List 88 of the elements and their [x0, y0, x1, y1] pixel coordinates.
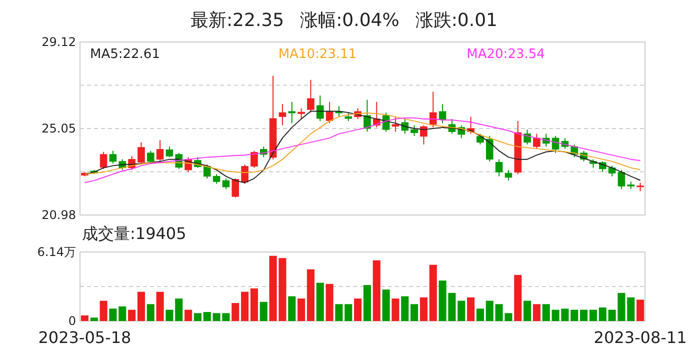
bar — [232, 303, 240, 321]
bar — [156, 292, 164, 321]
candlestick — [495, 158, 503, 177]
bar — [542, 304, 550, 321]
candlestick — [438, 104, 446, 124]
candlestick — [326, 101, 334, 124]
bar — [80, 315, 88, 321]
bar — [298, 298, 306, 321]
bar — [372, 260, 380, 321]
bar — [524, 300, 532, 321]
candlestick — [288, 101, 296, 124]
bar — [90, 318, 98, 321]
bar — [420, 297, 428, 321]
candlestick — [156, 140, 164, 162]
bar — [250, 288, 258, 321]
candlestick — [401, 118, 409, 134]
y-tick-label: 20.98 — [42, 208, 76, 222]
candlestick — [429, 91, 437, 128]
bar — [392, 298, 400, 321]
candlestick — [533, 133, 540, 150]
bar — [194, 313, 202, 321]
bar — [514, 274, 522, 321]
candlestick — [109, 150, 117, 164]
bar — [184, 310, 192, 321]
text: 涨幅:0.04% — [300, 10, 400, 31]
bar — [288, 296, 296, 321]
chart-title: 成交量:19405 — [82, 224, 186, 243]
bar — [363, 285, 371, 321]
bar — [241, 292, 249, 321]
candlestick — [138, 142, 145, 164]
candlestick — [203, 164, 211, 179]
x-tick-label: 2023-05-18 — [38, 328, 132, 347]
bar — [354, 298, 362, 321]
bar — [335, 304, 343, 321]
bar — [118, 306, 126, 321]
bar — [306, 269, 314, 321]
candlestick — [524, 129, 531, 145]
bar — [580, 310, 588, 321]
bar — [100, 300, 108, 321]
candlestick — [298, 108, 305, 120]
bar — [137, 292, 145, 321]
bar — [476, 308, 484, 321]
candlestick — [278, 104, 286, 126]
bar — [344, 304, 352, 321]
bar — [458, 300, 466, 321]
bar — [203, 312, 211, 321]
text: MA20:23.54 — [466, 47, 545, 62]
bar — [627, 297, 635, 321]
bar — [636, 300, 644, 321]
candlestick — [392, 116, 400, 132]
text: 涨跌:0.01 — [415, 10, 498, 31]
candlestick — [420, 124, 428, 145]
bar — [410, 304, 418, 321]
bar — [589, 310, 597, 321]
y-tick-label: 25.05 — [42, 122, 76, 136]
bar — [316, 282, 324, 321]
candlestick — [410, 124, 418, 136]
candlestick — [486, 135, 494, 162]
bar — [175, 298, 183, 321]
x-tick-label: 2023-08-11 — [594, 328, 687, 347]
text: MA10:23.11 — [278, 47, 357, 62]
bar — [429, 264, 437, 321]
bar — [166, 310, 174, 321]
candlestick — [166, 146, 174, 158]
bar — [401, 296, 409, 321]
bar — [598, 308, 606, 321]
y-tick-label: 0 — [68, 314, 76, 328]
candlestick — [504, 169, 512, 182]
text: MA5:22.61 — [90, 47, 160, 62]
bar — [260, 302, 268, 321]
candlestick — [100, 151, 108, 170]
candlestick — [316, 95, 324, 122]
y-tick-label: 29.12 — [42, 35, 76, 49]
candlestick — [241, 164, 248, 184]
bar — [532, 304, 540, 321]
candlestick — [307, 79, 314, 114]
bar — [326, 284, 334, 321]
bar — [109, 308, 117, 321]
bar — [128, 310, 136, 321]
bar — [486, 300, 494, 321]
candlestick — [250, 150, 258, 168]
bar — [146, 304, 154, 321]
bar — [467, 297, 475, 321]
candlestick — [232, 178, 240, 198]
y-tick-label: 6.14万 — [37, 245, 76, 259]
bar — [382, 290, 390, 321]
bar — [570, 310, 578, 321]
text: 最新:22.35 — [190, 10, 284, 31]
